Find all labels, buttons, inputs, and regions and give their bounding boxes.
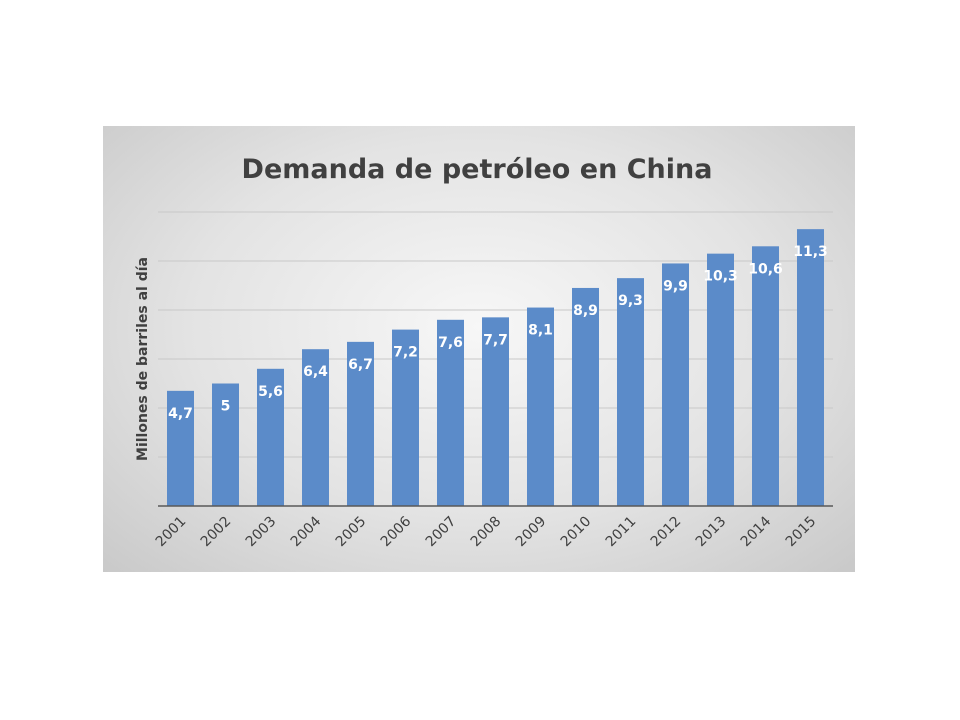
x-tick-label-2005: 2005: [333, 514, 370, 551]
value-label-2009: 8,1: [528, 323, 553, 339]
value-label-2004: 6,4: [303, 364, 328, 380]
x-tick-label-2002: 2002: [198, 514, 235, 551]
x-tick-label-2008: 2008: [468, 514, 505, 551]
chart-title: Demanda de petróleo en China: [242, 154, 713, 185]
x-tick-label-2001: 2001: [153, 514, 190, 551]
value-label-2013: 10,3: [703, 269, 738, 285]
value-label-2003: 5,6: [258, 384, 283, 400]
x-tick-label-2004: 2004: [288, 513, 325, 550]
value-label-2006: 7,2: [393, 345, 418, 361]
y-axis-label: Millones de barriles al día: [135, 257, 151, 461]
x-tick-label-2007: 2007: [423, 514, 460, 551]
bar-2006: [392, 329, 419, 506]
value-label-2001: 4,7: [168, 406, 193, 422]
bar-2015: [797, 229, 824, 506]
bar-2014: [752, 246, 779, 507]
x-tick-label-2013: 2013: [693, 514, 730, 551]
value-label-2005: 6,7: [348, 357, 373, 373]
x-tick-label-2006: 2006: [378, 513, 415, 550]
bar-2008: [482, 317, 509, 506]
x-tick-label-2015: 2015: [783, 514, 820, 551]
value-label-2014: 10,6: [748, 261, 783, 277]
bar-2003: [257, 368, 284, 506]
bar-2001: [167, 390, 194, 506]
value-label-2011: 9,3: [618, 293, 643, 309]
bar-2004: [302, 349, 329, 506]
bar-2002: [212, 383, 239, 506]
value-label-2008: 7,7: [483, 332, 508, 348]
value-label-2007: 7,6: [438, 335, 463, 351]
bar-2012: [662, 263, 689, 506]
bar-2009: [527, 307, 554, 506]
x-tick-label-2009: 2009: [513, 514, 550, 551]
bar-2005: [347, 341, 374, 506]
x-tick-label-2010: 2010: [558, 514, 595, 551]
x-tick-label-2011: 2011: [603, 514, 640, 551]
bar-2013: [707, 253, 734, 506]
bar-2010: [572, 287, 599, 506]
value-label-2002: 5: [221, 399, 231, 415]
bar-2007: [437, 319, 464, 506]
x-tick-label-2014: 2014: [738, 513, 775, 550]
value-label-2012: 9,9: [663, 278, 688, 294]
x-tick-label-2012: 2012: [648, 514, 685, 551]
value-label-2015: 11,3: [793, 244, 828, 260]
bar-chart: Demanda de petróleo en China 4,7 5 5,6 6,4 6…: [135, 154, 833, 551]
x-tick-label-2003: 2003: [243, 514, 280, 551]
value-label-2010: 8,9: [573, 303, 598, 319]
bar-2011: [617, 278, 644, 506]
chart-panel: Demanda de petróleo en China 4,7 5 5,6 6,4 6…: [103, 126, 855, 572]
